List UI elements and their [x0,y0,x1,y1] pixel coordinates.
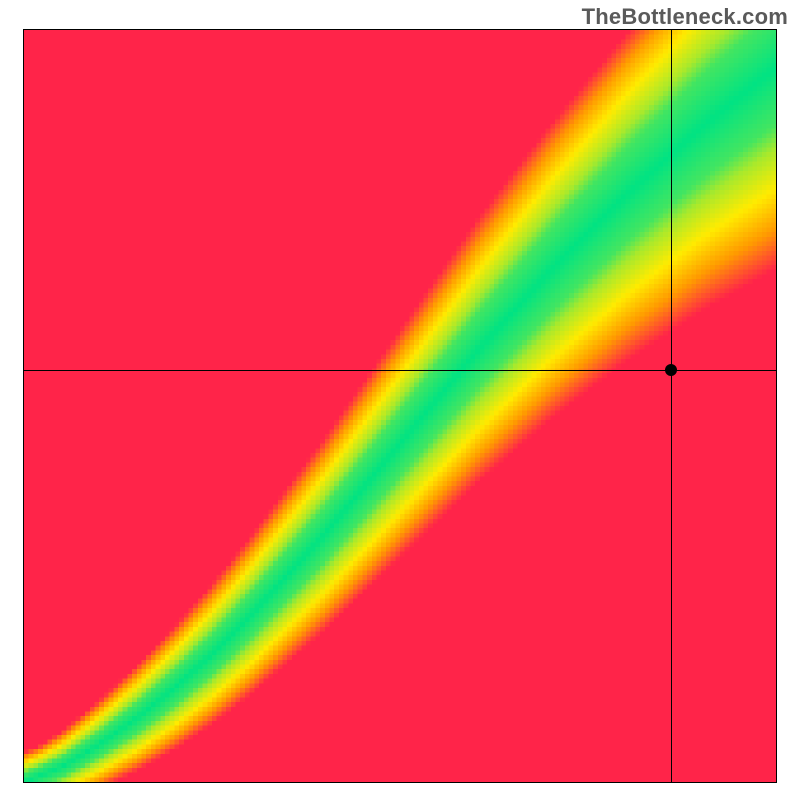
plot-frame [24,30,776,782]
crosshair-horizontal [24,370,776,371]
figure-container: TheBottleneck.com [0,0,800,800]
watermark-text: TheBottleneck.com [582,4,788,30]
crosshair-vertical [671,30,672,782]
selection-marker [665,364,677,376]
bottleneck-heatmap [24,30,776,782]
